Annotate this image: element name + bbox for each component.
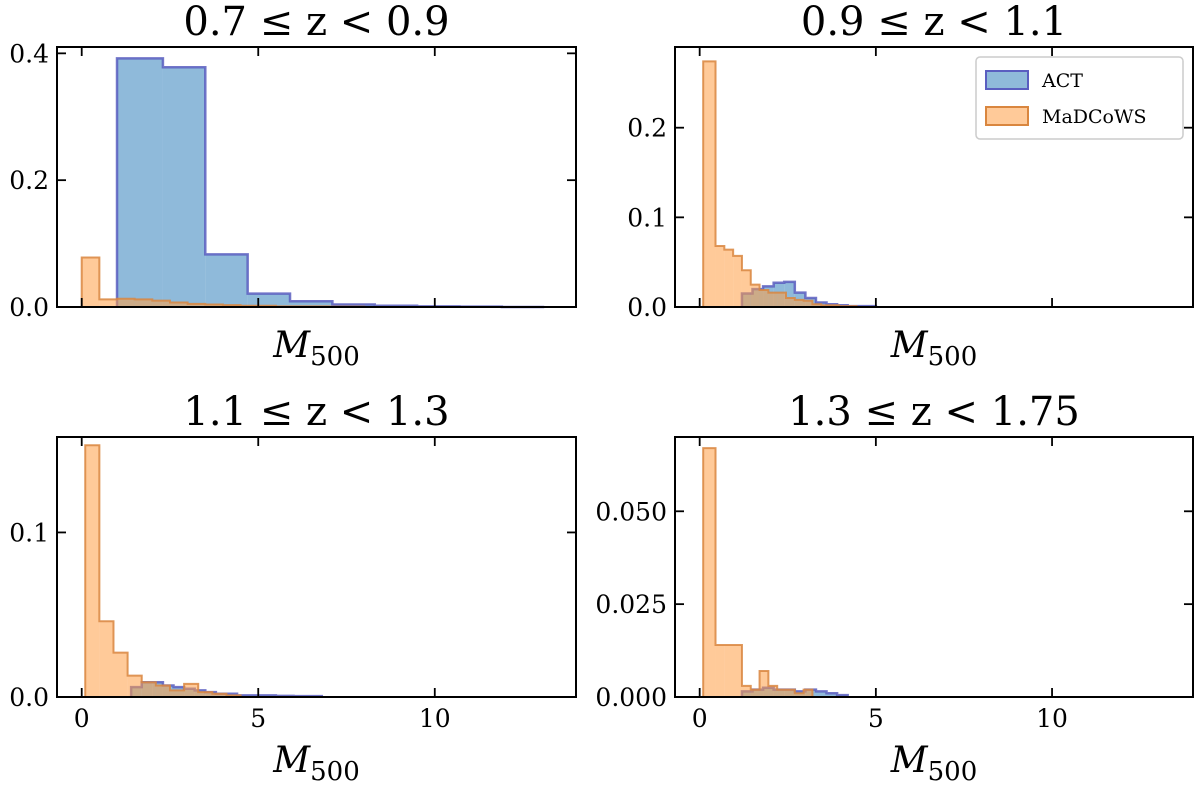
bar-madcows-4: [141, 682, 156, 697]
outline-madcows: [702, 447, 814, 697]
series-madcows: [702, 60, 858, 308]
legend-label-madcows: MaDCoWS: [1042, 106, 1147, 128]
legend-swatch-act: [985, 70, 1029, 90]
bar-madcows-6: [169, 690, 185, 697]
panel-title: 1.1 ≤ z < 1.3: [183, 389, 449, 435]
bar-act-7: [815, 691, 827, 697]
bar-madcows-8: [786, 689, 795, 697]
axes-frame: [56, 46, 577, 308]
y-tick-label: 0.2: [9, 166, 49, 195]
bar-madcows-5: [759, 671, 769, 697]
y-tick-label: 0.0: [627, 293, 667, 322]
bar-madcows-3: [127, 675, 142, 697]
panel-title: 1.3 ≤ z < 1.75: [788, 389, 1080, 435]
x-tick-label: 0: [692, 704, 708, 733]
bar-madcows-5: [169, 302, 188, 307]
bar-madcows-10: [803, 689, 813, 697]
bar-madcows-0: [703, 448, 716, 697]
bar-act-0: [117, 58, 163, 307]
bar-madcows-7: [205, 304, 223, 307]
bar-madcows-8: [777, 292, 786, 307]
axes-frame: [674, 46, 1194, 308]
y-tick-label: 0.025: [595, 590, 667, 619]
bar-madcows-4: [152, 300, 170, 307]
bar-act-1: [162, 67, 206, 307]
bar-madcows-7: [777, 689, 786, 697]
bar-madcows-10: [794, 299, 804, 307]
bar-madcows-3: [741, 685, 751, 697]
bar-madcows-9: [794, 693, 804, 697]
x-axis-label: M500: [272, 325, 360, 372]
bar-madcows-1: [99, 621, 114, 697]
series-madcows: [84, 444, 242, 697]
x-tick-label: 0: [74, 704, 90, 733]
legend-swatch-madcows: [985, 106, 1029, 126]
x-axis-label: M500: [890, 740, 978, 787]
bar-madcows-6: [768, 685, 778, 697]
x-axis-label: M500: [890, 325, 978, 372]
bar-madcows-2: [117, 298, 135, 307]
x-tick-label: 10: [1036, 704, 1068, 733]
series-act: [115, 57, 545, 309]
bar-madcows-5: [750, 284, 760, 307]
bar-madcows-4: [741, 270, 751, 307]
panel-3: 0 5 10 0.0 0.1 1.1 ≤ z < 1.3 M500: [9, 389, 577, 787]
bar-madcows-3: [134, 299, 153, 307]
bar-madcows-11: [803, 300, 813, 307]
bar-madcows-8: [198, 692, 213, 697]
y-tick-label: 0.0: [9, 683, 49, 712]
bar-madcows-2: [724, 249, 734, 307]
series-madcows: [702, 447, 814, 697]
y-tick-label: 0.4: [9, 39, 49, 68]
panel-2: 0.0 0.1 0.2 0.9 ≤ z < 1.1 M500 ACT MaDCoWS: [627, 0, 1194, 372]
y-tick-label: 0.000: [595, 683, 667, 712]
bar-madcows-2: [113, 652, 128, 697]
bar-madcows-7: [768, 292, 778, 307]
bar-madcows-0: [81, 257, 100, 307]
bar-madcows-5: [155, 685, 170, 697]
x-tick-label: 5: [868, 704, 884, 733]
panel-title: 0.9 ≤ z < 1.1: [801, 0, 1067, 45]
bar-madcows-1: [715, 246, 725, 307]
bar-madcows-7: [184, 683, 199, 697]
bar-act-4: [784, 281, 795, 307]
bar-act-2: [205, 254, 248, 307]
panel-title: 0.7 ≤ z < 0.9: [183, 0, 449, 45]
axes-frame: [674, 436, 1194, 698]
bar-madcows-0: [85, 445, 100, 697]
y-tick-label: 0.2: [627, 114, 667, 143]
outline-madcows: [702, 60, 858, 308]
bar-madcows-1: [99, 299, 118, 307]
legend-label-act: ACT: [1041, 70, 1083, 92]
y-tick-label: 0.050: [595, 497, 667, 526]
x-axis-label: M500: [272, 740, 360, 787]
bar-act-8: [826, 693, 838, 697]
outline-madcows: [84, 444, 242, 697]
panel-1: 0.0 0.2 0.4 0.7 ≤ z < 0.9 M500: [9, 0, 577, 372]
axes-frame: [56, 436, 577, 698]
bar-madcows-6: [187, 303, 206, 307]
legend: ACT MaDCoWS: [975, 56, 1184, 140]
x-tick-label: 5: [250, 704, 266, 733]
y-tick-label: 0.1: [627, 203, 667, 232]
bar-madcows-1: [715, 645, 725, 697]
bar-madcows-3: [733, 255, 742, 307]
bar-madcows-9: [212, 693, 227, 697]
bar-madcows-9: [786, 298, 795, 307]
bar-madcows-2: [724, 645, 742, 697]
bar-act-4: [290, 301, 333, 307]
y-tick-label: 0.1: [9, 518, 49, 547]
x-tick-label: 10: [419, 704, 451, 733]
y-tick-label: 0.0: [9, 293, 49, 322]
bar-madcows-0: [703, 61, 716, 308]
panel-4: 0 5 10 0.000 0.025 0.050 1.3 ≤ z < 1.75 M500: [595, 389, 1194, 787]
bar-madcows-4: [750, 689, 760, 697]
bar-madcows-12: [812, 304, 822, 307]
bar-madcows-6: [759, 289, 769, 307]
